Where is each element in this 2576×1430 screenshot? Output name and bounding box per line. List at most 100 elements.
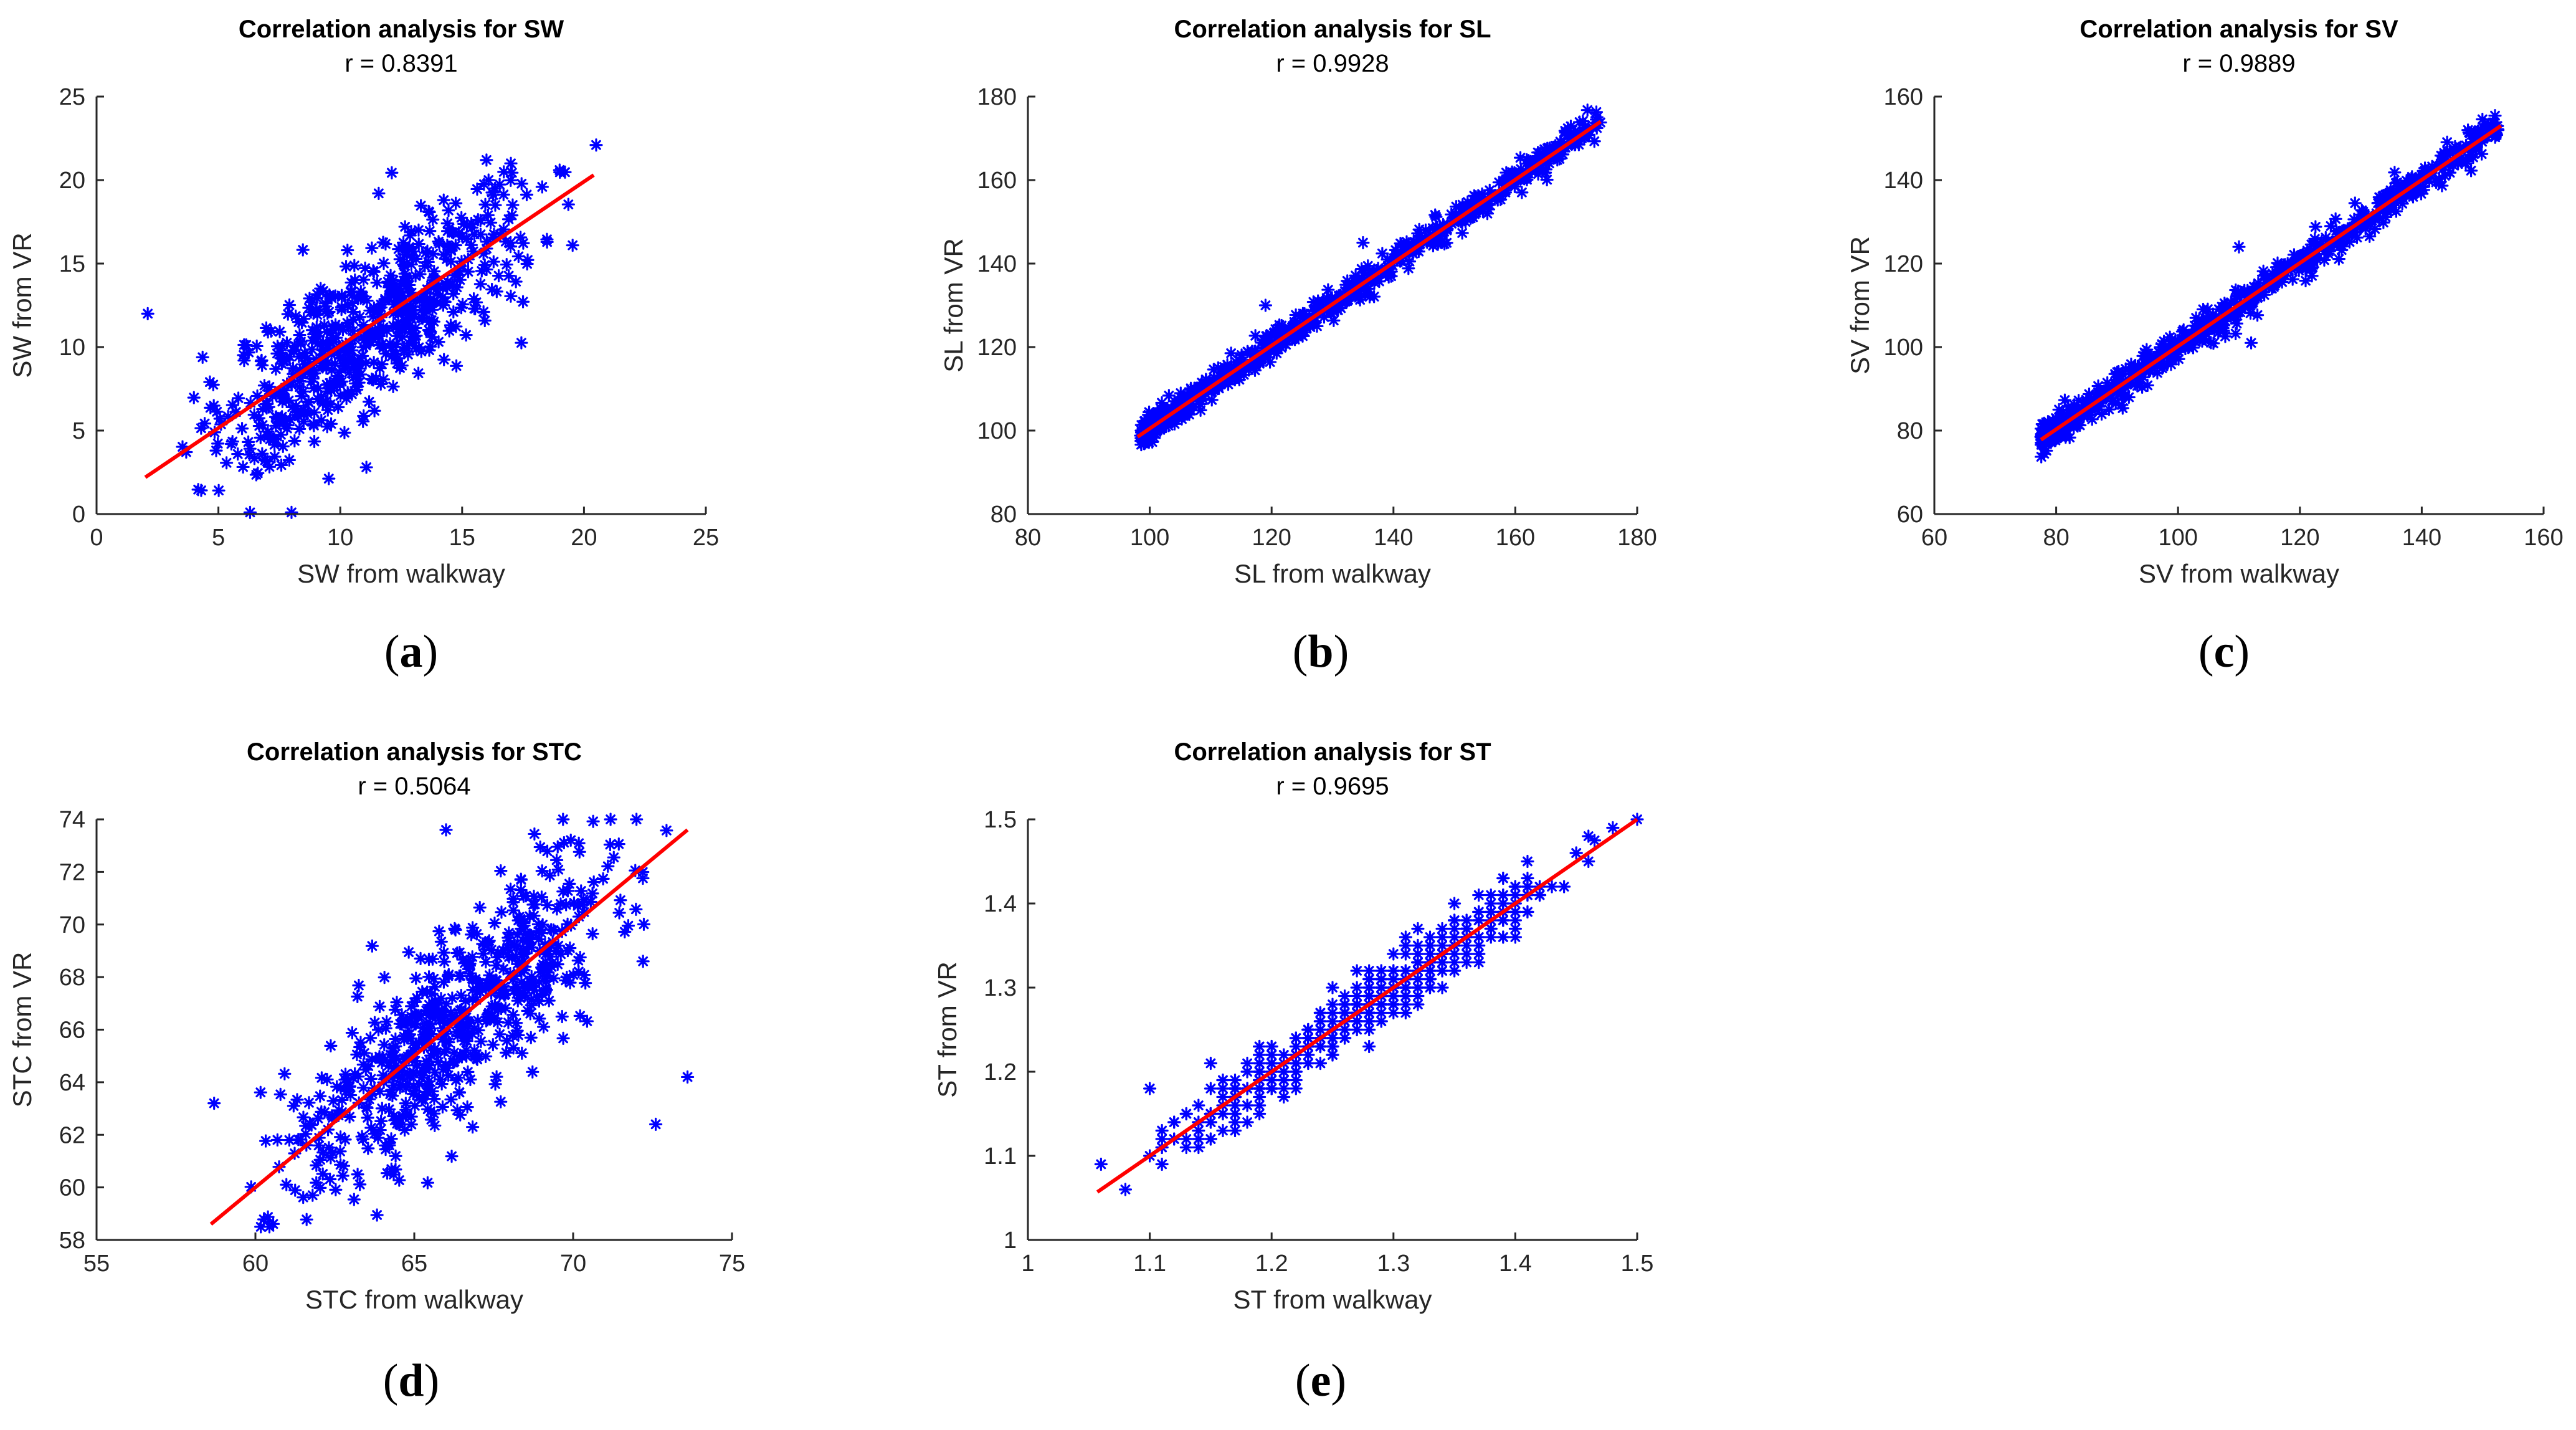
data-point (1228, 1073, 1242, 1087)
x-tick-label: 160 (1496, 525, 1535, 551)
data-point (445, 1009, 459, 1023)
data-point (387, 1168, 401, 1181)
data-point (540, 899, 554, 912)
data-point (410, 1088, 424, 1102)
data-point (1423, 236, 1437, 249)
data-point (412, 237, 425, 251)
data-point (1326, 1014, 1339, 1028)
data-point (1411, 981, 1425, 994)
data-point (262, 400, 275, 414)
data-point (504, 236, 518, 249)
data-point (1277, 1073, 1291, 1087)
data-point (2234, 302, 2248, 315)
data-point (1465, 196, 1478, 209)
data-point (1204, 1132, 1217, 1146)
data-point (389, 1032, 402, 1046)
data-point (2143, 350, 2157, 364)
data-point (300, 351, 315, 365)
data-point (335, 290, 349, 304)
data-point (1338, 1031, 1352, 1045)
data-point (535, 960, 549, 975)
data-point (478, 258, 492, 272)
data-point (479, 1049, 493, 1063)
data-point (413, 267, 427, 281)
data-point (229, 405, 243, 419)
data-point (1411, 955, 1425, 970)
data-point (2070, 403, 2084, 416)
data-point (325, 348, 338, 361)
data-point (2435, 163, 2449, 176)
data-point (1496, 913, 1510, 927)
data-point (2118, 389, 2132, 403)
data-point (404, 325, 417, 339)
data-point (2301, 260, 2315, 274)
data-point (427, 998, 441, 1012)
data-point (1255, 336, 1268, 350)
data-point (176, 440, 189, 454)
data-point (412, 223, 425, 237)
data-point (1240, 1099, 1254, 1112)
data-point (368, 404, 381, 417)
data-point (509, 275, 523, 288)
data-point (1508, 179, 1521, 193)
data-point (310, 325, 325, 339)
data-point (2081, 406, 2095, 419)
data-point (290, 1093, 304, 1107)
data-point (435, 1100, 450, 1114)
data-point (1192, 1140, 1205, 1155)
data-point (586, 814, 600, 828)
data-point (1402, 254, 1417, 269)
data-point (404, 1118, 418, 1132)
data-point (393, 252, 407, 266)
data-point (421, 255, 435, 269)
data-point (221, 409, 235, 424)
data-point (1484, 897, 1498, 910)
data-point (1515, 186, 1529, 199)
data-point (305, 334, 319, 348)
data-point (2311, 237, 2324, 251)
data-point (273, 384, 288, 398)
data-point (331, 400, 345, 414)
data-point (1498, 178, 1511, 191)
data-point (356, 340, 370, 354)
data-point (2038, 436, 2051, 450)
data-point (449, 320, 463, 333)
data-point (463, 1072, 477, 1087)
data-point (254, 431, 267, 444)
data-point (428, 1065, 442, 1079)
data-point (472, 1023, 485, 1037)
data-point (489, 973, 503, 987)
data-point (277, 392, 291, 406)
data-point (320, 378, 334, 392)
data-point (1521, 871, 1534, 885)
data-point (379, 1142, 392, 1156)
data-point (459, 1011, 473, 1024)
data-point (311, 1112, 325, 1125)
y-tick-label: 100 (1884, 335, 1923, 361)
data-point (527, 889, 541, 903)
data-point (500, 1046, 513, 1059)
data-point (2478, 122, 2492, 136)
data-point (447, 1046, 461, 1060)
data-point (1484, 888, 1498, 902)
data-point (447, 269, 461, 282)
data-point (409, 971, 423, 985)
data-point (338, 353, 353, 366)
data-point (282, 453, 296, 467)
data-point (241, 435, 255, 449)
data-point (1204, 1115, 1217, 1129)
data-point (482, 935, 495, 949)
data-point (2305, 269, 2319, 283)
data-point (1362, 1039, 1376, 1054)
data-point (437, 353, 451, 366)
data-point (2296, 248, 2309, 262)
data-point (572, 836, 586, 850)
data-point (1556, 148, 1570, 161)
data-point (2157, 335, 2171, 348)
data-point (2102, 403, 2116, 416)
data-point (1362, 989, 1376, 1003)
data-point (322, 472, 336, 485)
data-point (2422, 174, 2436, 188)
data-point (367, 355, 381, 369)
data-point (485, 282, 499, 297)
